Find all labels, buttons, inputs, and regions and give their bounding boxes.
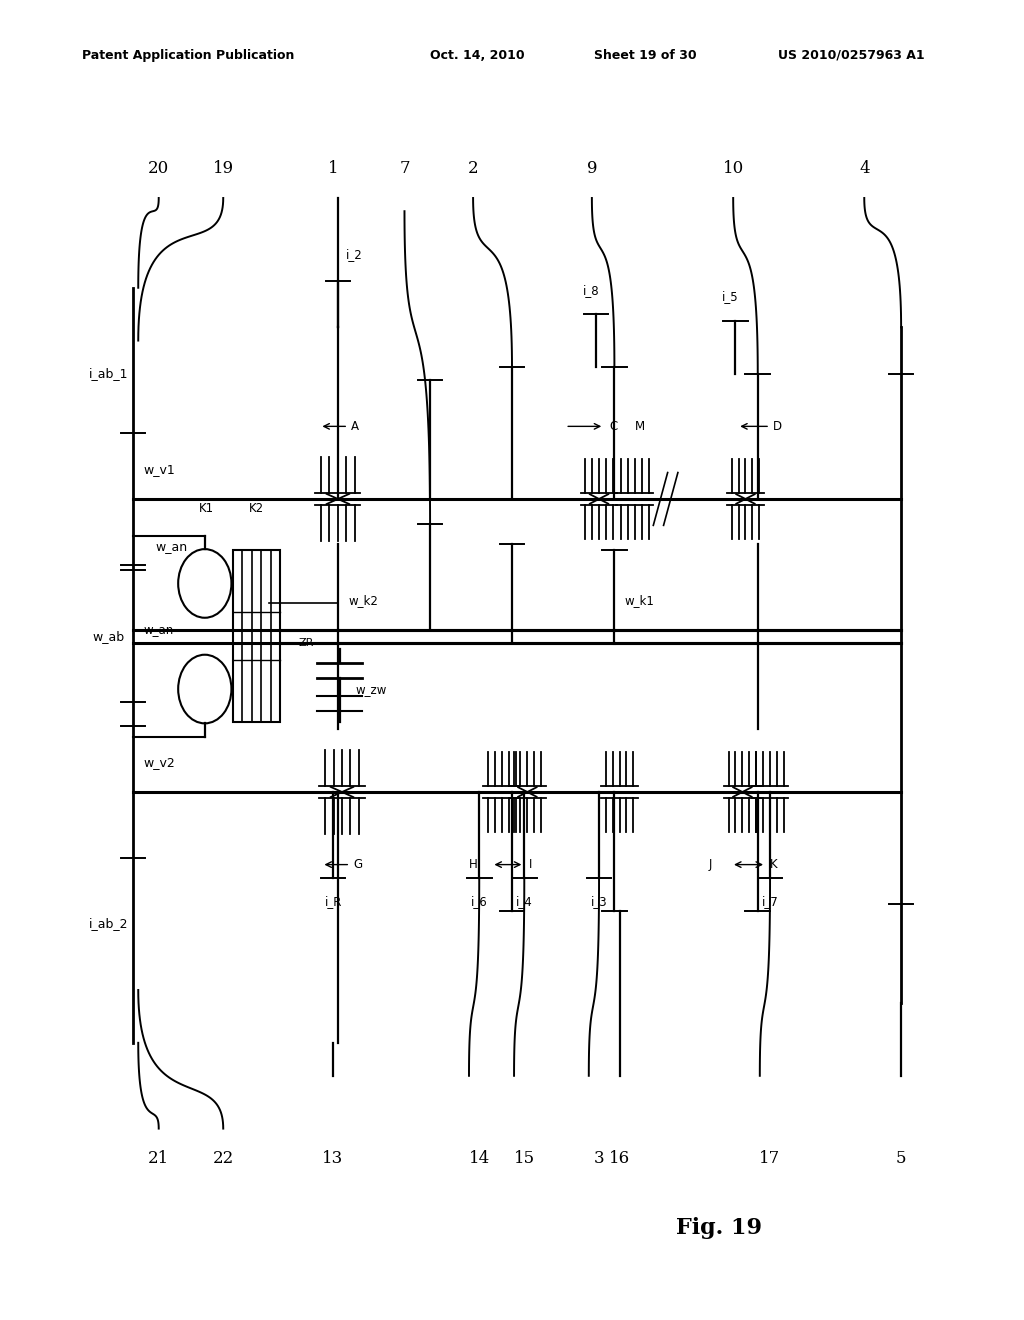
Text: 7: 7	[399, 160, 410, 177]
Text: A: A	[351, 420, 359, 433]
Text: w_v1: w_v1	[143, 463, 175, 477]
Text: M: M	[635, 420, 645, 433]
Text: 10: 10	[723, 160, 743, 177]
Text: i_5: i_5	[722, 290, 738, 304]
Text: 16: 16	[609, 1150, 630, 1167]
Text: w_zw: w_zw	[355, 682, 387, 696]
Text: i_7: i_7	[762, 895, 778, 908]
Bar	[233, 550, 280, 722]
Text: w_ab: w_ab	[93, 630, 125, 643]
Text: 20: 20	[148, 160, 169, 177]
Text: J: J	[709, 858, 712, 871]
Text: I: I	[528, 858, 531, 871]
Text: 13: 13	[323, 1150, 343, 1167]
Text: 1: 1	[328, 160, 338, 177]
Text: w_k1: w_k1	[625, 594, 654, 607]
Text: H: H	[469, 858, 478, 871]
Text: i_6: i_6	[471, 895, 487, 908]
Text: Sheet 19 of 30: Sheet 19 of 30	[594, 49, 696, 62]
Text: 5: 5	[896, 1150, 906, 1167]
Text: ZR: ZR	[299, 638, 314, 648]
Text: w_k2: w_k2	[348, 594, 378, 607]
Text: i_2: i_2	[346, 248, 362, 261]
Text: i_4: i_4	[516, 895, 532, 908]
Text: 4: 4	[859, 160, 869, 177]
Text: K2: K2	[249, 502, 263, 515]
Text: K1: K1	[200, 502, 214, 515]
Text: w_an: w_an	[156, 540, 187, 553]
Text: 17: 17	[760, 1150, 780, 1167]
Text: 9: 9	[587, 160, 597, 177]
Text: 14: 14	[469, 1150, 489, 1167]
Text: Fig. 19: Fig. 19	[676, 1217, 762, 1238]
Text: i_3: i_3	[591, 895, 607, 908]
Text: i_ab_2: i_ab_2	[88, 917, 128, 931]
Text: i_R: i_R	[325, 895, 342, 908]
Text: 22: 22	[213, 1150, 233, 1167]
Text: 15: 15	[514, 1150, 535, 1167]
Text: i_ab_1: i_ab_1	[88, 367, 128, 380]
Text: 19: 19	[213, 160, 233, 177]
Text: K: K	[770, 858, 777, 871]
Text: US 2010/0257963 A1: US 2010/0257963 A1	[778, 49, 925, 62]
Text: Patent Application Publication: Patent Application Publication	[82, 49, 294, 62]
Text: D: D	[773, 420, 782, 433]
Text: C: C	[609, 420, 617, 433]
Text: w_v2: w_v2	[143, 756, 175, 770]
Text: G: G	[353, 858, 362, 871]
Text: Oct. 14, 2010: Oct. 14, 2010	[430, 49, 524, 62]
Text: i_8: i_8	[583, 284, 599, 297]
Text: 3: 3	[594, 1150, 604, 1167]
Text: 21: 21	[148, 1150, 169, 1167]
Text: 2: 2	[468, 160, 478, 177]
Text: w_an: w_an	[143, 623, 174, 636]
